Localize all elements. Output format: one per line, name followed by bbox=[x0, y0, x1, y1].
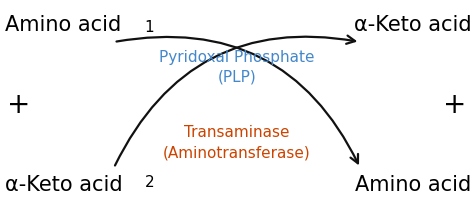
Text: 2: 2 bbox=[145, 175, 154, 190]
Text: 1: 1 bbox=[145, 20, 154, 35]
Text: Pyridoxal Phosphate
(PLP): Pyridoxal Phosphate (PLP) bbox=[159, 50, 315, 85]
Text: 2: 2 bbox=[473, 175, 474, 190]
Text: α-Keto acid: α-Keto acid bbox=[354, 15, 472, 35]
Text: +: + bbox=[443, 91, 467, 119]
Text: 1: 1 bbox=[473, 20, 474, 35]
Text: Transaminase
(Aminotransferase): Transaminase (Aminotransferase) bbox=[163, 125, 311, 160]
Text: +: + bbox=[7, 91, 31, 119]
Text: Amino acid: Amino acid bbox=[5, 15, 121, 35]
Text: Amino acid: Amino acid bbox=[356, 175, 472, 195]
Text: α-Keto acid: α-Keto acid bbox=[5, 175, 122, 195]
